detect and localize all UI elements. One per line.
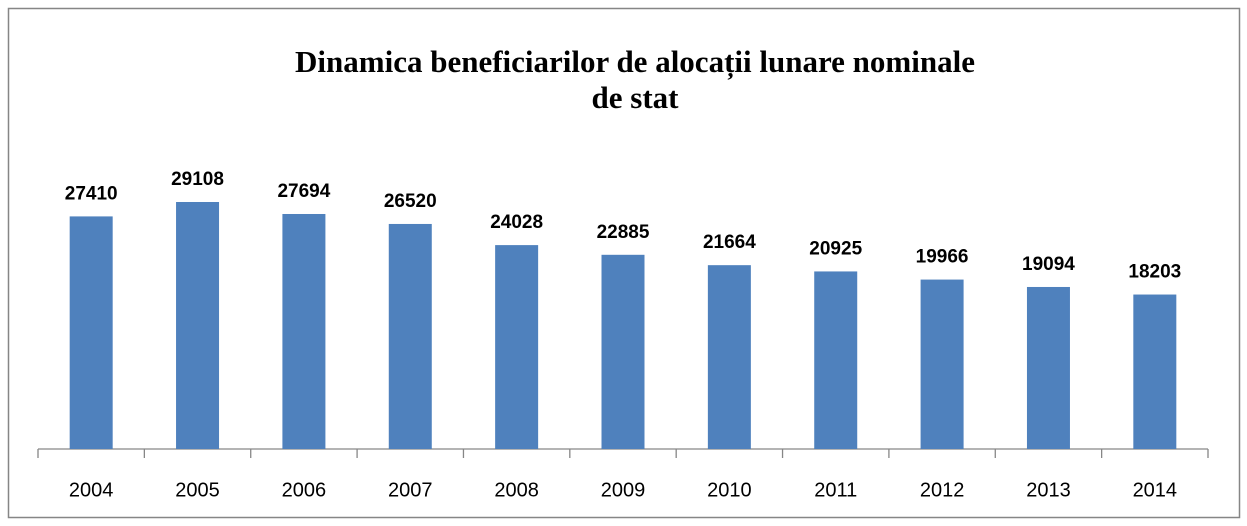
x-tick-label: 2014 xyxy=(1133,479,1178,501)
x-tick-label: 2004 xyxy=(69,479,114,501)
x-tick-label: 2006 xyxy=(282,479,327,501)
x-tick-label: 2011 xyxy=(814,479,857,501)
data-label: 20925 xyxy=(809,238,862,259)
bar xyxy=(920,279,964,449)
data-label: 22885 xyxy=(597,222,650,243)
data-label: 18203 xyxy=(1128,262,1181,283)
chart-title: Dinamica beneficiarilor de alocații luna… xyxy=(295,44,975,115)
x-tick-label: 2012 xyxy=(920,479,965,501)
bar xyxy=(1133,294,1177,449)
bar xyxy=(707,265,751,449)
bar xyxy=(176,201,220,449)
x-tick-label: 2009 xyxy=(601,479,646,501)
bar xyxy=(282,213,326,449)
data-label: 29108 xyxy=(171,169,224,190)
bar xyxy=(814,271,858,449)
data-label: 19094 xyxy=(1022,254,1075,275)
bar xyxy=(495,245,539,449)
data-label: 24028 xyxy=(490,212,543,233)
x-tick-label: 2005 xyxy=(175,479,220,501)
data-label: 27410 xyxy=(65,183,118,204)
bar xyxy=(1026,286,1070,449)
data-label: 21664 xyxy=(703,232,756,253)
x-tick-label: 2013 xyxy=(1026,479,1071,501)
x-tick-label: 2008 xyxy=(494,479,539,501)
data-label: 26520 xyxy=(384,191,437,212)
bar xyxy=(69,216,113,449)
x-tick-label: 2010 xyxy=(707,479,752,501)
bar xyxy=(388,223,432,449)
data-label: 27694 xyxy=(277,181,330,202)
bar xyxy=(601,254,645,449)
x-tick-label: 2007 xyxy=(388,479,433,501)
data-label: 19966 xyxy=(916,247,969,268)
